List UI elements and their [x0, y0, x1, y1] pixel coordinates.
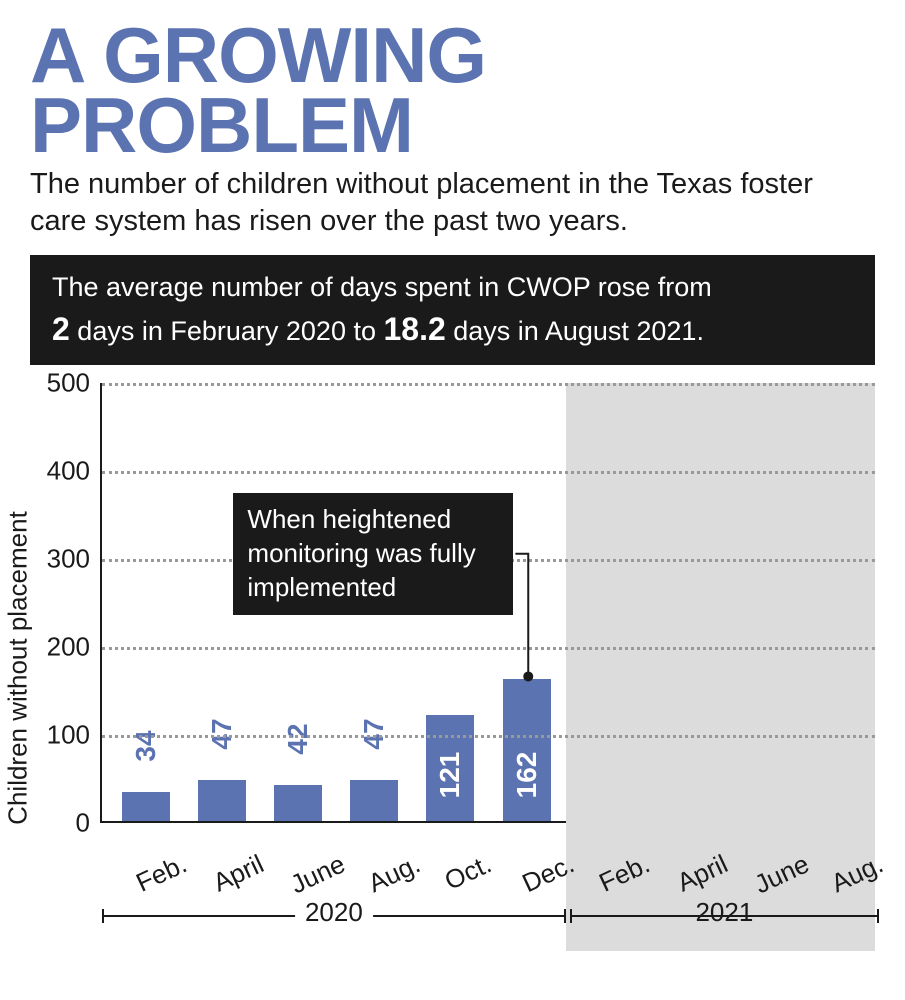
- bar: 47: [350, 780, 398, 821]
- bar-value-label: 415: [739, 752, 771, 799]
- grid-line: [102, 735, 875, 738]
- grid-line: [102, 471, 875, 474]
- x-tick-label: Oct.: [440, 849, 496, 897]
- callout-big1: 2: [52, 311, 70, 347]
- bar-value-label: 47: [358, 719, 390, 750]
- bar-value-label: 121: [434, 752, 466, 799]
- bar-value-label: 337: [663, 752, 695, 799]
- year-label: 2021: [685, 897, 763, 928]
- bar: 162: [503, 679, 551, 822]
- y-tick-label: 100: [47, 720, 102, 751]
- bar: 34: [122, 792, 170, 822]
- plot-area: 34474247121162214337415395 0100200300400…: [100, 383, 875, 823]
- x-tick-label: April: [208, 849, 268, 899]
- year-bracket: 2020: [102, 915, 566, 935]
- x-tick-label: April: [672, 849, 732, 899]
- y-axis-label: Children without placement: [3, 512, 34, 826]
- year-label: 2020: [295, 897, 373, 928]
- y-tick-label: 0: [76, 808, 102, 839]
- grid-line: [102, 647, 875, 650]
- bar-value-label: 214: [587, 752, 619, 799]
- y-tick-label: 500: [47, 368, 102, 399]
- bar: 214: [579, 633, 627, 821]
- callout-mid1: days in February 2020 to: [70, 316, 384, 346]
- bar: 47: [198, 780, 246, 821]
- x-tick-label: Dec.: [518, 849, 580, 900]
- year-bracket: 2021: [570, 915, 879, 935]
- y-tick-label: 400: [47, 456, 102, 487]
- x-tick-label: June: [750, 849, 814, 901]
- bar: 42: [274, 785, 322, 822]
- bar: 415: [731, 456, 779, 821]
- subtitle: The number of children without placement…: [30, 166, 875, 239]
- bar: 337: [655, 525, 703, 822]
- x-tick-label: Feb.: [595, 849, 655, 899]
- bar-value-label: 395: [815, 752, 847, 799]
- y-tick-label: 300: [47, 544, 102, 575]
- bar-chart: Children without placement 3447424712116…: [30, 383, 875, 953]
- bar-value-label: 162: [511, 752, 543, 799]
- callout-big2: 18.2: [383, 311, 445, 347]
- x-tick-label: Aug.: [363, 849, 425, 900]
- y-tick-label: 200: [47, 632, 102, 663]
- bar: 121: [426, 715, 474, 821]
- callout-box: The average number of days spent in CWOP…: [30, 255, 875, 366]
- page-title: A GROWING PROBLEM: [30, 20, 875, 160]
- x-tick-label: Aug.: [827, 849, 889, 900]
- grid-line: [102, 383, 875, 386]
- callout-line1: The average number of days spent in CWOP…: [52, 272, 712, 302]
- annotation-box: When heightened monitoring was fully imp…: [233, 493, 513, 614]
- bar-value-label: 47: [206, 719, 238, 750]
- callout-mid2: days in August 2021.: [446, 316, 704, 346]
- x-tick-label: Feb.: [131, 849, 191, 899]
- bar-value-label: 42: [282, 723, 314, 754]
- x-tick-label: June: [286, 849, 350, 901]
